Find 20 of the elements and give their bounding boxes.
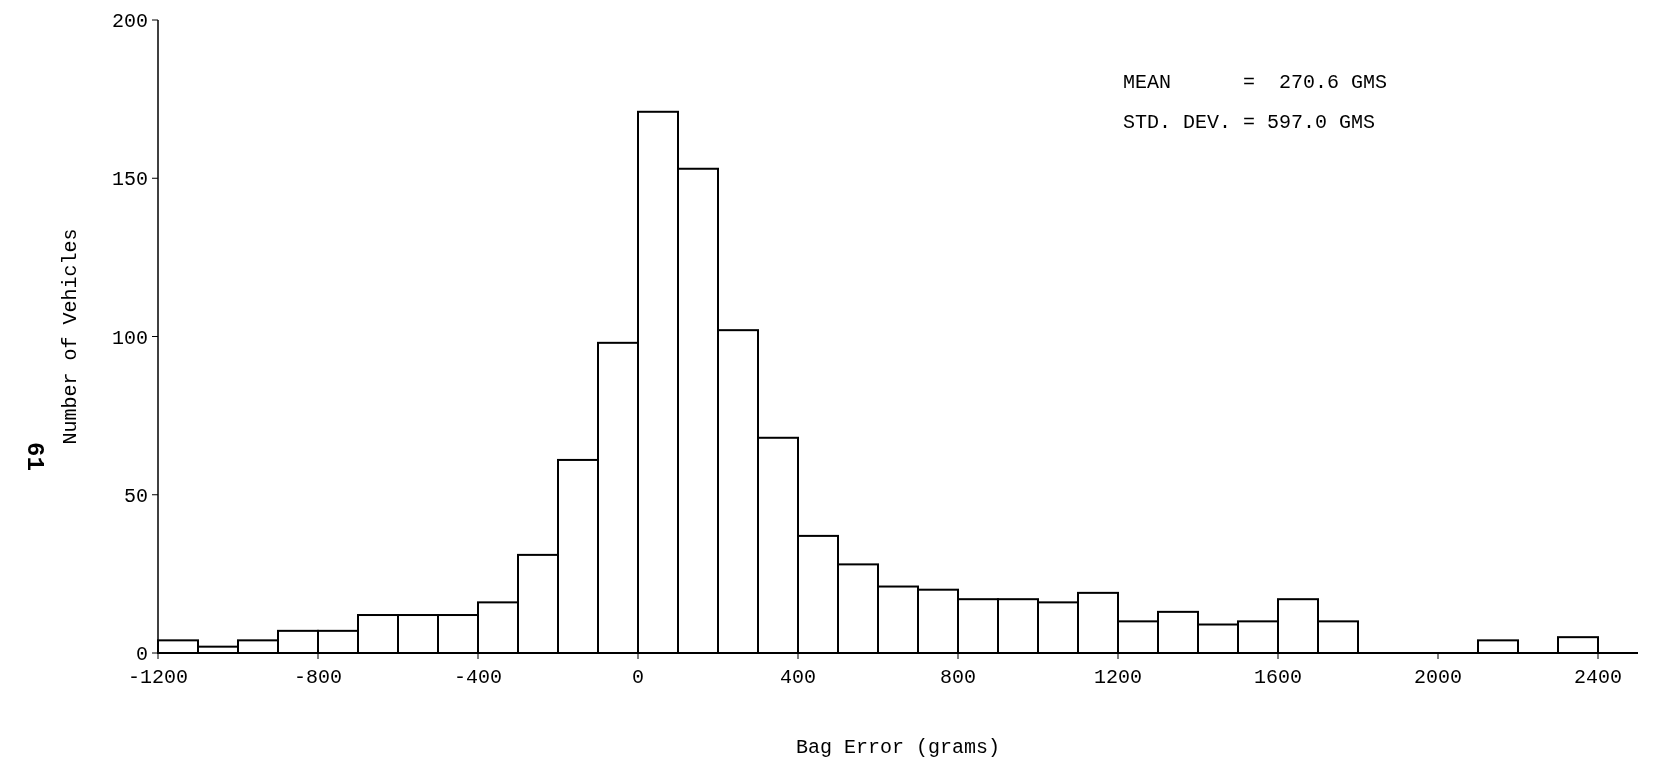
x-tick-label: 2400 — [1573, 666, 1623, 689]
x-tick-label: 800 — [939, 666, 977, 689]
x-tick-label: -400 — [453, 666, 503, 689]
x-tick-label: 1600 — [1253, 666, 1303, 689]
x-tick-label: -800 — [293, 666, 343, 689]
x-tick-label: -1200 — [127, 666, 189, 689]
y-tick-label: 100 — [111, 326, 148, 350]
x-axis-title: Bag Error (grams) — [795, 736, 1001, 759]
x-tick-label: 1200 — [1093, 666, 1143, 689]
x-tick-label: 0 — [631, 666, 645, 689]
y-tick-label: 150 — [111, 168, 148, 192]
annotation: MEAN = 270.6 GMS — [1123, 71, 1388, 94]
y-tick-label: 0 — [135, 643, 148, 666]
y-tick-label: 200 — [111, 10, 148, 33]
text: 61 — [21, 442, 48, 471]
annotation: STD. DEV. = 597.0 GMS — [1123, 111, 1376, 134]
x-tick-label: 400 — [779, 666, 817, 689]
y-axis-title: Number of Vehicles — [59, 228, 82, 445]
y-tick-label: 50 — [123, 484, 148, 508]
x-tick-label: 2000 — [1413, 666, 1463, 689]
